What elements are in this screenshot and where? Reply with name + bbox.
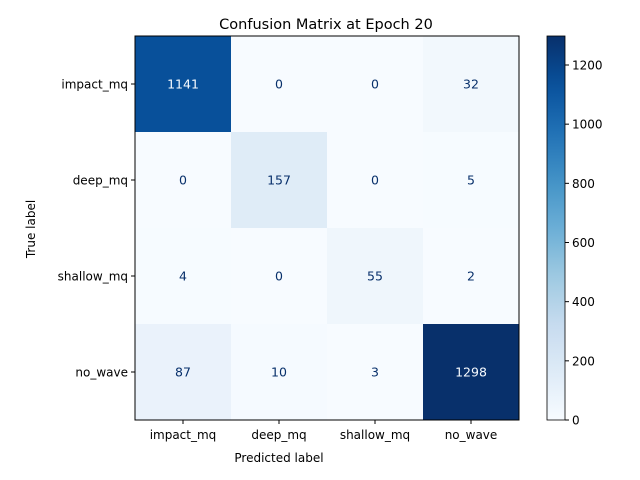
heatmap-cell: [423, 36, 520, 133]
y-axis-label: True label: [24, 200, 38, 259]
cell-value-label: 32: [463, 77, 479, 92]
y-tick-label: no_wave: [75, 366, 128, 380]
heatmap-cell: [231, 324, 328, 421]
heatmap-cell: [423, 228, 520, 325]
heatmap-cell: [135, 36, 232, 133]
colorbar-gradient: [546, 35, 566, 421]
y-tick-label: impact_mq: [61, 78, 128, 92]
chart-title: Confusion Matrix at Epoch 20: [219, 17, 433, 33]
cell-value-label: 5: [467, 173, 475, 188]
colorbar: 0 200 400 600 800 1000 1200: [546, 35, 603, 428]
x-tick-label: shallow_mq: [340, 428, 410, 442]
heatmap-cell: [327, 228, 424, 325]
cell-value-label: 4: [179, 269, 187, 284]
x-tick-label: no_wave: [445, 428, 498, 442]
x-axis: impact_mq deep_mq shallow_mq no_wave: [150, 420, 498, 442]
colorbar-tick-label: 400: [572, 295, 595, 309]
cell-value-label: 87: [175, 365, 191, 380]
cell-value-label: 3: [371, 365, 379, 380]
cell-value-label: 2: [467, 269, 475, 284]
cell-value-label: 55: [367, 269, 383, 284]
cell-value-label: 1298: [455, 365, 487, 380]
heatmap-cell: [423, 324, 520, 421]
colorbar-tick-label: 1000: [572, 118, 603, 132]
colorbar-tick-label: 0: [572, 414, 580, 428]
plot-frame: [134, 35, 520, 421]
heatmap-cell: [423, 132, 520, 229]
colorbar-tick-label: 600: [572, 236, 595, 250]
heatmap-cell: [231, 228, 328, 325]
heatmap-cell: [231, 132, 328, 229]
cell-value-label: 0: [371, 173, 379, 188]
cell-value-label: 0: [371, 77, 379, 92]
x-tick-label: deep_mq: [251, 428, 306, 442]
y-tick-label: shallow_mq: [58, 270, 128, 284]
heatmap-cell: [327, 36, 424, 133]
colorbar-tick-label: 800: [572, 177, 595, 191]
x-tick-label: impact_mq: [150, 428, 217, 442]
heatmap-cell: [135, 324, 232, 421]
cell-value-label: 0: [179, 173, 187, 188]
heatmap-cell: [231, 36, 328, 133]
colorbar-tick-label: 200: [572, 354, 595, 368]
cell-value-label: 1141: [167, 77, 199, 92]
cell-value-label: 0: [275, 269, 283, 284]
heatmap-cell: [135, 228, 232, 325]
heatmap-cell: [327, 132, 424, 229]
y-tick-label: deep_mq: [73, 174, 128, 188]
cell-value-label: 0: [275, 77, 283, 92]
heatmap-cells: 1141 0 0 32 0 157 0 5 4 0 55 2 87 10 3 1298: [134, 35, 520, 421]
x-axis-label: Predicted label: [234, 451, 323, 465]
heatmap-cell: [135, 132, 232, 229]
colorbar-tick-label: 1200: [572, 58, 603, 72]
cell-value-label: 157: [267, 173, 291, 188]
cell-value-label: 10: [271, 365, 287, 380]
heatmap-cell: [327, 324, 424, 421]
y-axis: impact_mq deep_mq shallow_mq no_wave: [58, 78, 135, 380]
